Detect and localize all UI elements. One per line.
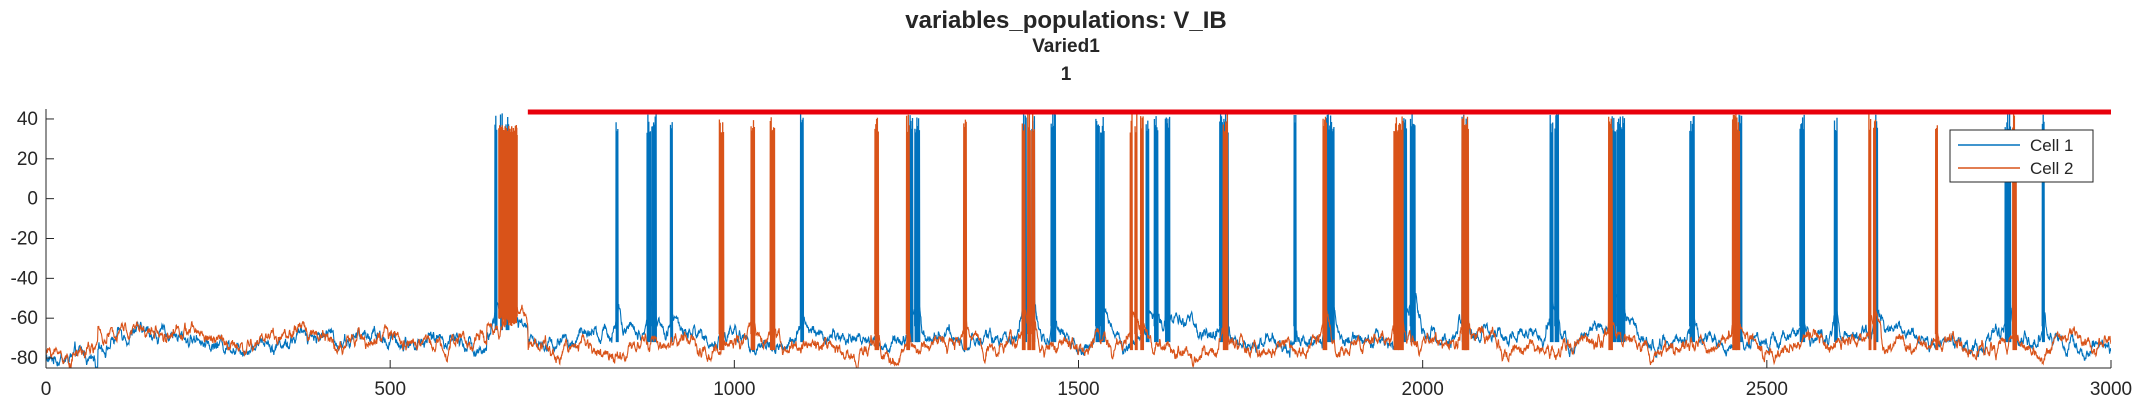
y-tick-label: -60 [11,308,38,329]
spike-burst [1463,116,1470,351]
legend: Cell 1 Cell 2 [1949,129,2094,183]
spike-burst [615,122,619,343]
spike-burst [1329,115,1335,343]
spike-burst [750,120,756,351]
spike-burst [1222,113,1229,351]
spike-burst [1731,113,1737,351]
spike-burst [1549,114,1554,343]
series-trace-2 [46,301,2111,368]
legend-label-cell-2: Cell 2 [2030,159,2073,178]
spike-burst [1799,114,1806,343]
plot-area [46,109,2111,368]
spike-burst [1868,114,1872,351]
spike-burst [1099,116,1105,343]
spike-burst [718,119,725,351]
spike-burst [1218,114,1225,343]
spike-burst [909,115,914,343]
y-tick-label: 20 [17,149,38,170]
spike-burst [1461,115,1468,351]
spike-burst [1153,116,1159,343]
dense-burst [498,125,518,326]
y-tick-label: 0 [27,189,38,210]
spike-burst [1397,116,1404,351]
spike-burst [1689,115,1696,343]
spike-burst [1050,113,1057,343]
spike-burst [1026,113,1032,351]
x-tick-label: 1000 [713,379,755,400]
spike-burst [1095,118,1101,343]
axes: 0 500 1000 1500 2000 2500 3000 40 20 0 -20 -40 -60 -8… [11,109,2133,400]
y-tick-label: -20 [11,229,38,250]
spike-burst [2041,114,2045,343]
y-tick-label: 40 [17,109,38,130]
spike-burst [1607,116,1613,351]
spike-burst [1872,119,1877,351]
spike-burst [1164,116,1171,343]
x-tick-label: 1500 [1057,379,1099,400]
spike-burst [494,115,498,331]
spike-burst [646,114,652,343]
x-tick-label: 3000 [2090,379,2132,400]
spike-burst [1129,113,1133,351]
spike-burst [1322,116,1328,351]
series-layer [46,113,2111,368]
spike-burst [1620,116,1626,343]
spike-burst [1134,114,1138,351]
spike-burst [1412,123,1416,343]
spike-burst [1616,116,1622,343]
spike-burst [669,122,674,343]
spike-burst [1139,116,1145,351]
spike-burst [799,113,805,343]
spike-burst [1611,116,1617,343]
spike-burst [905,114,911,351]
chart-subtitle-2: 1 [1061,64,1072,85]
spike-burst [1833,117,1838,343]
chart-title: variables_populations: V_IB [905,7,1226,34]
y-tick-label: -80 [11,348,38,369]
spike-burst [1293,114,1297,343]
chart-subtitle: Varied1 [1032,36,1100,57]
y-tick-label: -40 [11,268,38,289]
x-tick-label: 2000 [1402,379,1444,400]
spike-burst [916,117,921,343]
spike-burst [874,117,880,351]
spike-burst [1145,120,1150,343]
spike-burst [1554,113,1560,343]
x-tick-label: 2500 [1746,379,1788,400]
spike-burst [1735,117,1741,351]
legend-box [1949,129,2094,183]
spike-burst [651,113,657,343]
legend-label-cell-1: Cell 1 [2030,136,2073,155]
x-tick-label: 500 [374,379,406,400]
spike-burst [962,119,968,351]
spike-burst [914,128,919,343]
spike-burst [1393,117,1400,351]
spike-burst [769,117,776,351]
spike-burst [1031,114,1036,351]
spike-burst [1409,113,1414,343]
x-tick-label: 0 [41,379,52,400]
spike-burst [1021,123,1026,351]
spike-burst [1934,125,1939,351]
